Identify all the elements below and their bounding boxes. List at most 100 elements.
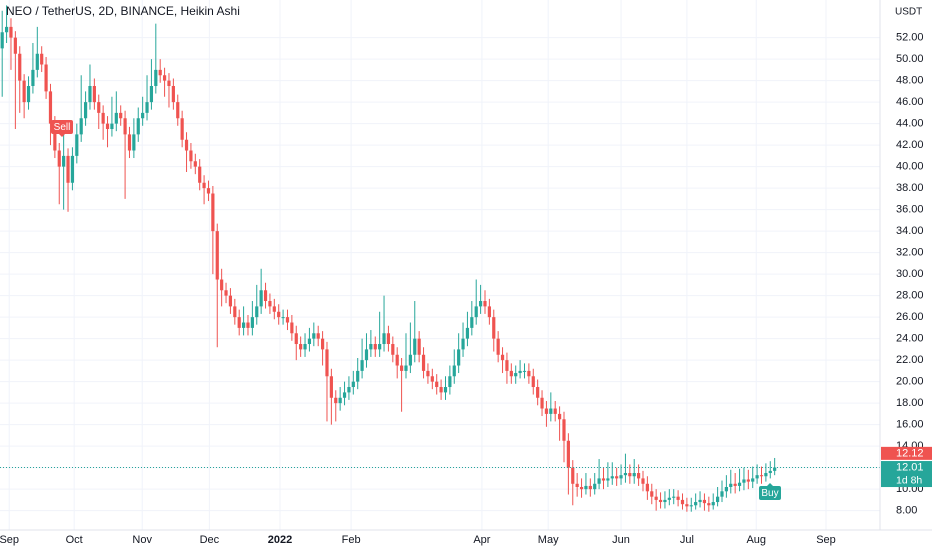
candle-body [658, 499, 663, 503]
candle-body [562, 419, 566, 441]
candle-body [154, 69, 158, 87]
signal-box [51, 120, 73, 134]
candle-body [281, 317, 285, 319]
candle-body [272, 306, 276, 312]
candle-body [167, 80, 171, 87]
candle-body [505, 360, 509, 371]
candle-body [211, 193, 215, 232]
price-label: 12.12 [896, 447, 924, 459]
candle-body [430, 376, 434, 382]
candle-body [57, 150, 61, 167]
label-layer: 8.0010.0012.0014.0016.0018.0020.0022.002… [0, 32, 932, 546]
signal-label: Sell [54, 122, 71, 133]
candle-body [492, 317, 496, 339]
candle-body [290, 322, 294, 334]
candle-body [478, 301, 483, 307]
candle-body [395, 354, 399, 366]
countdown: 1d 8h [896, 474, 922, 486]
candle-body [18, 53, 22, 81]
candle-body [325, 349, 329, 377]
candle-body [579, 486, 584, 490]
candle-body [742, 479, 746, 483]
candle-body [632, 473, 636, 477]
x-tick-label: Jul [680, 534, 694, 546]
candle-body [610, 476, 614, 479]
candle-body [439, 387, 443, 393]
candle-body [66, 155, 70, 183]
candle-body [4, 26, 9, 33]
candle-body [9, 26, 13, 38]
x-tick-label: Dec [200, 534, 220, 546]
candle-body [180, 118, 184, 140]
candle-body [35, 53, 39, 70]
candle-body [518, 370, 522, 374]
candle-body [461, 338, 465, 350]
candle-body [184, 139, 189, 151]
x-tick-label: Sep [0, 534, 19, 546]
candle-body [746, 479, 750, 482]
candle-body [737, 482, 742, 486]
candle-body [584, 485, 588, 490]
candle-body [241, 322, 246, 328]
candle-body [448, 376, 452, 388]
candle-body [378, 344, 382, 350]
candle-body [141, 112, 145, 119]
candle-body [303, 344, 307, 350]
candle-body [255, 306, 259, 318]
candle-body [220, 279, 224, 291]
candle-body [597, 478, 601, 484]
candle-body [198, 166, 202, 183]
y-tick-label: 32.00 [896, 247, 924, 259]
candle-body [676, 496, 680, 500]
candle-body [689, 505, 693, 507]
signal-pointer [767, 483, 773, 486]
candle-body [711, 502, 715, 506]
candle-body [26, 86, 31, 103]
candle-body [215, 231, 219, 280]
candle-body [22, 80, 26, 103]
candle-body [768, 470, 772, 474]
y-tick-label: 40.00 [896, 161, 924, 173]
candle-body [360, 360, 364, 371]
candle-body [593, 483, 597, 490]
candle-body [637, 473, 641, 479]
candle-body [316, 333, 320, 339]
y-tick-label: 26.00 [896, 311, 924, 323]
candle-body [329, 376, 333, 398]
candle-body [189, 150, 193, 162]
candle-body [149, 86, 154, 103]
candle-body [514, 373, 518, 377]
candle-body [654, 496, 658, 500]
candle-body [558, 413, 562, 420]
candle-body [119, 112, 123, 119]
candle-body [127, 134, 132, 151]
candle-body [465, 327, 470, 339]
candle-body [540, 397, 544, 409]
candle-body [136, 118, 140, 135]
candle-body [527, 370, 531, 377]
candle-body [263, 290, 268, 302]
y-tick-label: 36.00 [896, 204, 924, 216]
candle-body [44, 64, 48, 92]
y-tick-label: 28.00 [896, 290, 924, 302]
price-label: 12.01 [896, 461, 924, 473]
candle-body [13, 37, 17, 54]
candle-body [250, 317, 254, 328]
candle-body [202, 182, 206, 189]
candle-body [694, 502, 698, 506]
x-tick-label: Oct [66, 534, 83, 546]
candle-body [751, 478, 755, 482]
candle-body [31, 69, 35, 87]
candle-body [667, 497, 671, 500]
x-tick-label: Aug [746, 534, 766, 546]
candle-body [680, 499, 685, 505]
candle-body [338, 397, 342, 404]
y-tick-label: 52.00 [896, 32, 924, 44]
candle-body [224, 290, 228, 296]
candle-body [426, 370, 430, 377]
y-tick-label: 44.00 [896, 118, 924, 130]
candle-body [421, 354, 426, 371]
x-tick-label: Jun [612, 534, 630, 546]
candle-body [522, 370, 527, 372]
price-box [881, 446, 932, 460]
